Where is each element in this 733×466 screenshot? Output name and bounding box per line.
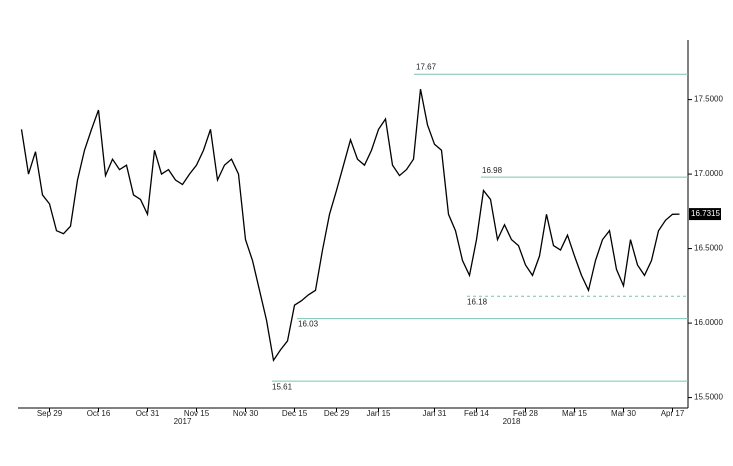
last-price-label: 16.7315	[691, 209, 720, 218]
last-price-box	[689, 208, 721, 221]
x-tick-label: Mar 15	[562, 409, 587, 418]
x-tick-label: Feb 28	[513, 409, 538, 418]
level-label: 15.61	[272, 382, 293, 391]
level-label: 16.98	[482, 166, 503, 175]
year-label: 2018	[503, 417, 521, 426]
y-tick-label: 17.5000	[694, 95, 723, 104]
y-tick-label: 16.5000	[694, 244, 723, 253]
y-tick-label: 17.0000	[694, 169, 723, 178]
level-label: 16.03	[298, 320, 319, 329]
level-label: 16.18	[467, 297, 488, 306]
x-tick-label: Apr 17	[661, 409, 685, 418]
price-line	[20, 89, 680, 363]
x-tick-label: Nov 30	[233, 409, 259, 418]
x-tick-label: Feb 14	[464, 409, 489, 418]
x-tick-label: Mar 30	[611, 409, 636, 418]
x-tick-label: Dec 15	[282, 409, 308, 418]
x-tick-label: Jan 15	[366, 409, 391, 418]
y-tick-label: 16.0000	[694, 318, 723, 327]
x-tick-label: Sep 29	[37, 409, 63, 418]
x-tick-label: Jan 31	[422, 409, 447, 418]
year-label: 2017	[174, 417, 192, 426]
x-tick-label: Dec 29	[324, 409, 350, 418]
x-tick-label: Oct 31	[136, 409, 160, 418]
y-tick-label: 15.5000	[694, 393, 723, 402]
x-tick-label: Nov 15	[184, 409, 210, 418]
x-tick-label: Oct 16	[87, 409, 111, 418]
level-label: 17.67	[416, 62, 437, 71]
